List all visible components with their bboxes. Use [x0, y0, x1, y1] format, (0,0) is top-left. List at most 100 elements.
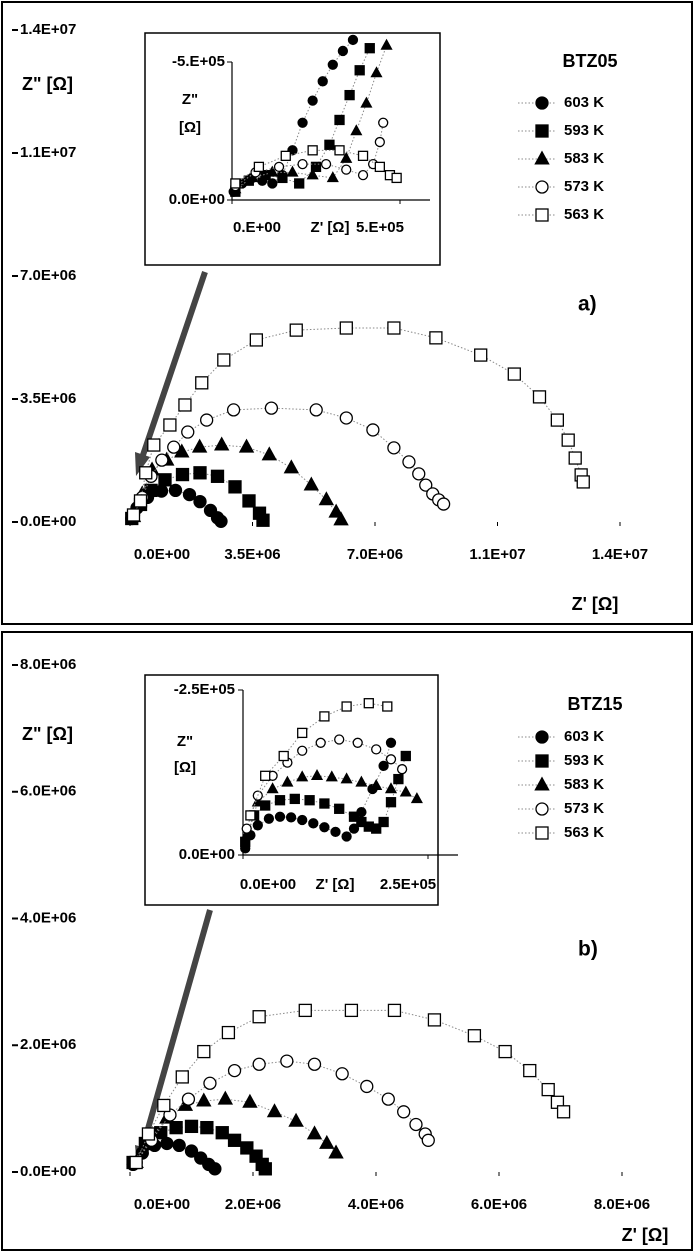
x-tick-label: 0.E+00	[233, 219, 281, 236]
point	[340, 772, 353, 784]
point	[309, 403, 323, 417]
point	[576, 475, 590, 489]
point	[172, 1138, 186, 1153]
point	[344, 89, 355, 101]
legend-label: 573 K	[564, 178, 604, 195]
point	[256, 513, 270, 527]
x-tick-label: 0.0E+00	[240, 876, 296, 893]
point	[286, 165, 299, 177]
panel-frame	[1, 631, 693, 1251]
arrow	[135, 271, 208, 476]
point	[308, 818, 319, 829]
x-tick-label: 6.0E+06	[471, 1196, 527, 1213]
point	[333, 511, 349, 526]
point	[381, 1092, 395, 1106]
legend-marker	[534, 150, 550, 165]
point	[385, 754, 397, 765]
point	[370, 778, 383, 790]
point	[357, 170, 369, 181]
point	[340, 151, 353, 163]
point	[221, 1025, 236, 1040]
x-axis-label: Z' [Ω]	[622, 1225, 669, 1245]
point	[384, 782, 398, 794]
point	[319, 711, 330, 722]
point	[274, 795, 286, 806]
point	[304, 795, 315, 806]
point	[266, 1103, 283, 1118]
legend-marker	[535, 730, 549, 744]
point	[214, 436, 230, 451]
point	[385, 797, 397, 808]
point	[252, 1010, 266, 1024]
point	[556, 1105, 571, 1119]
point	[350, 124, 363, 136]
point	[163, 418, 177, 432]
point	[393, 773, 404, 785]
point	[315, 737, 326, 748]
legend-label: 593 K	[564, 752, 604, 769]
point	[348, 811, 360, 822]
point	[357, 150, 369, 161]
point	[341, 164, 352, 175]
point	[561, 433, 575, 447]
point	[240, 828, 253, 840]
chart-title: BTZ15	[567, 694, 622, 714]
point	[474, 348, 488, 362]
point	[307, 145, 318, 156]
point	[289, 793, 300, 805]
point	[328, 1144, 344, 1159]
point	[126, 508, 141, 522]
point	[326, 171, 339, 183]
x-tick-label: 4.0E+06	[348, 1196, 404, 1213]
y-tick-label: 3.5E+06	[20, 390, 76, 407]
series-line	[235, 122, 384, 187]
point	[436, 497, 451, 511]
point	[281, 775, 294, 787]
point	[378, 117, 389, 128]
point	[339, 411, 353, 425]
point	[155, 453, 169, 467]
point	[208, 1162, 222, 1176]
point	[310, 161, 322, 173]
panel-label: a)	[578, 293, 597, 316]
panel-label: b)	[578, 938, 598, 961]
point	[227, 1133, 242, 1147]
point	[306, 1125, 323, 1140]
y-axis-label: Z"	[182, 91, 198, 108]
point	[178, 398, 192, 412]
y-tick-label: 2.0E+06	[20, 1036, 76, 1053]
point	[541, 1082, 555, 1097]
point	[371, 823, 382, 834]
legend-marker	[534, 776, 550, 791]
point	[429, 331, 443, 345]
point	[303, 476, 319, 491]
x-tick-label: 3.5E+06	[224, 546, 280, 563]
point	[297, 814, 308, 826]
point	[217, 1090, 234, 1105]
point	[263, 813, 275, 824]
panel-frame	[1, 1, 693, 625]
point	[242, 1093, 258, 1108]
point	[307, 95, 318, 106]
point	[175, 1070, 189, 1084]
point	[399, 785, 412, 797]
point	[318, 491, 335, 506]
x-tick-label: 0.0E+00	[134, 546, 190, 563]
point	[193, 494, 207, 509]
point	[317, 76, 328, 87]
x-tick-label: 0.0E+00	[134, 1196, 190, 1213]
point	[330, 826, 341, 838]
legend-label: 563 K	[564, 206, 604, 223]
legend-label: 573 K	[564, 800, 604, 817]
point	[310, 769, 324, 781]
legend-label: 583 K	[564, 776, 604, 793]
legend-marker	[535, 826, 549, 840]
point	[196, 1092, 212, 1107]
point	[319, 798, 330, 809]
point	[378, 816, 389, 828]
point	[157, 1098, 171, 1113]
point	[498, 1044, 512, 1059]
point	[364, 43, 375, 54]
point	[328, 503, 344, 518]
point	[397, 1105, 411, 1119]
